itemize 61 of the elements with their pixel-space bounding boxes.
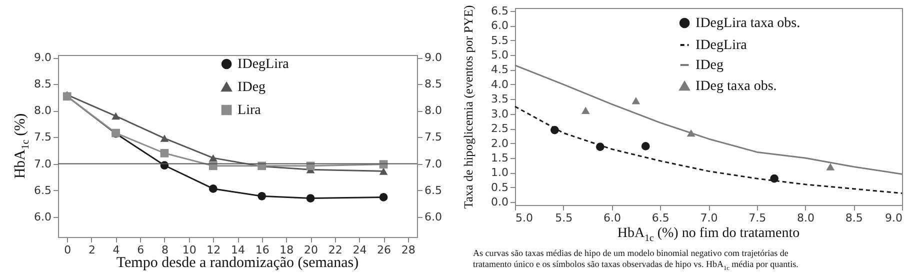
x-tick-label: 10 (182, 244, 196, 256)
y-tick-label: 4.5 (491, 63, 508, 76)
x-tick-label: 7.0 (700, 212, 718, 224)
x-tick-label: 24 (352, 244, 367, 256)
y2-tick-label: 9.0 (424, 51, 442, 64)
y-tick-label: 3.0 (491, 107, 508, 120)
y-tick-label: 1.0 (491, 166, 508, 180)
x-tick-label: 5.0 (516, 212, 533, 224)
y-tick-label: 8.5 (34, 78, 52, 91)
y2-tick-label: 6.5 (424, 184, 442, 197)
y-tick-label: 0.5 (491, 180, 508, 194)
legend-label: IDegLira (238, 57, 290, 72)
x-tick-label: 26 (377, 244, 392, 256)
x-tick-label: 6.5 (652, 212, 670, 224)
x-tick-label: 5.5 (555, 212, 573, 224)
y-tick-label: 5.0 (491, 48, 508, 62)
x-tick-label: 0 (64, 244, 72, 256)
y-tick-label: 7.0 (34, 157, 52, 170)
x-tick-label: 6 (137, 244, 144, 256)
y-tick-label: 6.5 (34, 184, 52, 197)
x-tick-label: 14 (231, 244, 245, 256)
x-tick-label: 8 (161, 244, 168, 256)
y-tick-label: 5.5 (491, 34, 508, 47)
y2-tick-label: 7.5 (424, 130, 442, 144)
y2-tick-label: 8.0 (424, 104, 442, 118)
x-tick-label: 7.5 (748, 212, 766, 224)
y-tick-label: 0.0 (491, 196, 508, 209)
y-tick-label: 6.0 (491, 19, 508, 32)
y-tick-label: 2.0 (491, 136, 508, 150)
y-tick-label: 1.5 (491, 151, 508, 164)
x-axis-title: Tempo desde a randomização (semanas) (116, 255, 359, 272)
y-tick-label: 2.5 (491, 122, 508, 136)
x-tick-label: 4 (112, 244, 120, 256)
x-tick-label: 6.0 (604, 212, 621, 224)
legend-label: IDeg taxa obs. (696, 79, 777, 94)
y2-tick-label: 8.5 (424, 78, 442, 91)
y-axis-title: Taxa de hipoglicemia (eventos por PYE) (462, 4, 476, 208)
x-tick-label: 2 (88, 244, 96, 256)
x-tick-label: 8.5 (845, 212, 863, 224)
x-tick-label: 16 (255, 244, 270, 256)
x-tick-label: 20 (304, 244, 318, 256)
y-tick-label: 3.5 (491, 92, 508, 106)
y-tick-label: 8.0 (34, 104, 52, 118)
y-tick-label: 4.0 (491, 78, 508, 91)
x-tick-label: 8.0 (797, 212, 814, 224)
legend-label: IDegLira taxa obs. (696, 16, 800, 31)
text: As curvas são taxas médias de hipo de um modelo binomial negativo com trajetórias de tratamento único e os símbolos são taxas observadas de hipo vs. HbA$_{1c}$ média por quantis. (473, 248, 800, 274)
x-tick-label: 12 (206, 244, 221, 256)
legend-label: IDeg (696, 58, 724, 73)
x-axis-title: HbA$_{1c}$ (%) no fim do tratamento (617, 226, 800, 244)
legend-label: IDeg (238, 80, 266, 95)
y2-tick-label: 7.0 (424, 157, 442, 170)
legend-label: IDegLira (696, 38, 748, 53)
y-tick-label: 9.0 (34, 51, 52, 64)
legend-label: Lira (238, 103, 262, 118)
x-tick-label: 28 (401, 244, 416, 256)
x-tick-label: 22 (328, 244, 342, 256)
y-tick-label: 6.5 (491, 4, 508, 18)
x-tick-label: 9.0 (885, 212, 902, 224)
x-tick-label: 18 (280, 244, 294, 256)
y-tick-label: 7.5 (34, 130, 52, 144)
